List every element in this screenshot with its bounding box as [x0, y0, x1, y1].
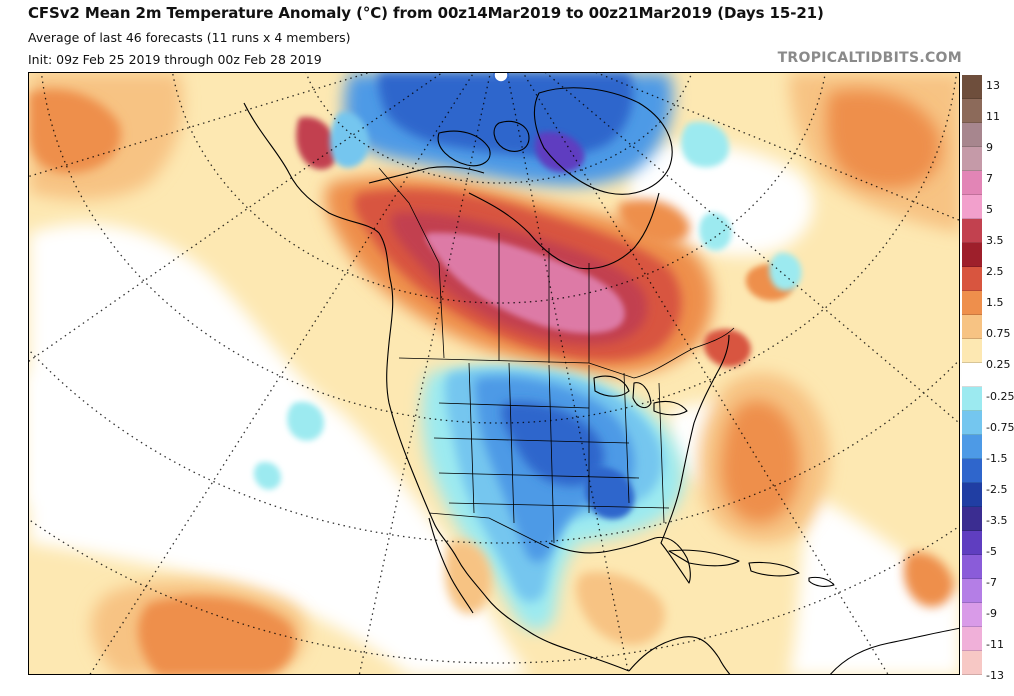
- legend-swatch: [962, 195, 982, 219]
- graticule-lines: [29, 73, 959, 674]
- legend-label: 11: [986, 110, 1000, 124]
- legend-label: -1.5: [986, 451, 1008, 465]
- legend-label: -2.5: [986, 482, 1008, 496]
- init-time: Init: 09z Feb 25 2019 through 00z Feb 28…: [28, 52, 322, 67]
- legend-label: -0.75: [986, 420, 1014, 434]
- legend-swatch: [962, 267, 982, 291]
- legend-swatch: [962, 99, 982, 123]
- legend-label: -7: [986, 575, 997, 589]
- legend-label: 3.5: [986, 234, 1004, 248]
- north-pole-marker: [493, 73, 509, 83]
- legend-swatch: [962, 507, 982, 531]
- site-credit[interactable]: TROPICALTIDBITS.COM: [777, 50, 962, 66]
- legend-swatch: [962, 75, 982, 99]
- legend-swatch: [962, 411, 982, 435]
- map-title: CFSv2 Mean 2m Temperature Anomaly (°C) f…: [28, 4, 824, 22]
- legend-swatch: [962, 219, 982, 243]
- legend-label: 1.5: [986, 296, 1004, 310]
- legend-swatch: [962, 603, 982, 627]
- legend-label: 7: [986, 172, 993, 186]
- legend-swatch: [962, 243, 982, 267]
- coastlines: [243, 87, 959, 674]
- temperature-anomaly-map: [28, 72, 960, 675]
- legend-swatch: [962, 651, 982, 675]
- color-scale-legend: 13 11 9 7 5 3.5 2.5 1.5 0.75 0.25 -0.25 -0.75 -1.5 -2…: [962, 75, 1014, 682]
- legend-swatch: [962, 435, 982, 459]
- legend-swatch: [962, 147, 982, 171]
- legend-swatch: [962, 627, 982, 651]
- legend-label: -13: [986, 669, 1004, 682]
- legend-swatch: [962, 387, 982, 411]
- legend-swatch: [962, 363, 982, 387]
- legend-swatch: [962, 579, 982, 603]
- legend-swatch: [962, 531, 982, 555]
- political-borders: [378, 167, 735, 549]
- legend-label: 0.25: [986, 358, 1011, 372]
- legend-label: 5: [986, 203, 993, 217]
- legend-swatch: [962, 555, 982, 579]
- anomaly-field: [29, 73, 959, 674]
- map-subtitle: Average of last 46 forecasts (11 runs x …: [28, 30, 351, 45]
- legend-swatch: [962, 459, 982, 483]
- legend-label: 13: [986, 79, 1000, 92]
- legend-swatch: [962, 123, 982, 147]
- legend-label: -5: [986, 544, 997, 558]
- legend-label: 2.5: [986, 265, 1004, 279]
- legend-swatch: [962, 171, 982, 195]
- legend-label: -3.5: [986, 513, 1008, 527]
- legend-swatch: [962, 315, 982, 339]
- legend-label: 0.75: [986, 327, 1011, 341]
- legend-swatch: [962, 483, 982, 507]
- legend-label: 9: [986, 141, 993, 155]
- legend-swatch: [962, 291, 982, 315]
- legend-swatch: [962, 339, 982, 363]
- legend-label: -0.25: [986, 389, 1014, 403]
- legend-label: -9: [986, 606, 997, 620]
- legend-label: -11: [986, 637, 1004, 651]
